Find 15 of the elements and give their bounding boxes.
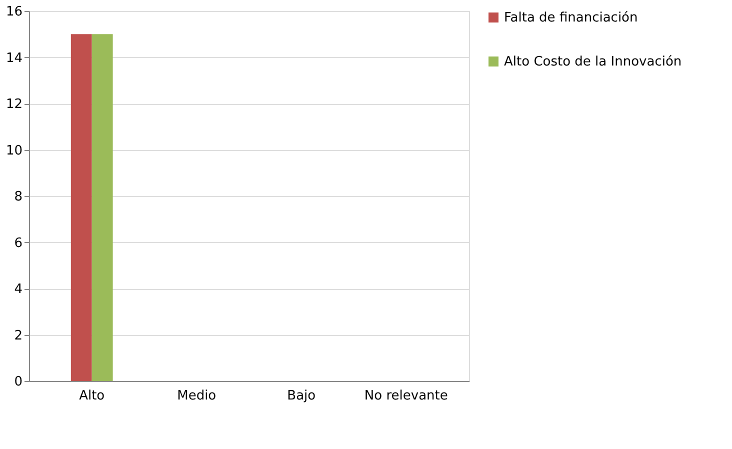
y-tick-label: 14 bbox=[6, 50, 22, 66]
y-tick-label: 2 bbox=[14, 328, 22, 344]
x-tick-label: Medio bbox=[177, 388, 216, 404]
legend-label: Falta de financiación bbox=[504, 10, 638, 26]
x-tick-label: Alto bbox=[79, 388, 105, 404]
legend-label: Alto Costo de la Innovación bbox=[504, 54, 682, 70]
y-tick-label: 10 bbox=[6, 143, 22, 158]
x-tick-label: Bajo bbox=[287, 388, 316, 404]
y-tick-label: 6 bbox=[14, 236, 22, 251]
y-tick-label: 16 bbox=[6, 4, 22, 20]
y-tick-label: 12 bbox=[6, 97, 22, 112]
y-tick-label: 4 bbox=[14, 282, 22, 297]
y-tick-label: 0 bbox=[14, 374, 22, 390]
x-tick-label: No relevante bbox=[364, 388, 448, 404]
y-tick-label: 8 bbox=[14, 190, 22, 204]
